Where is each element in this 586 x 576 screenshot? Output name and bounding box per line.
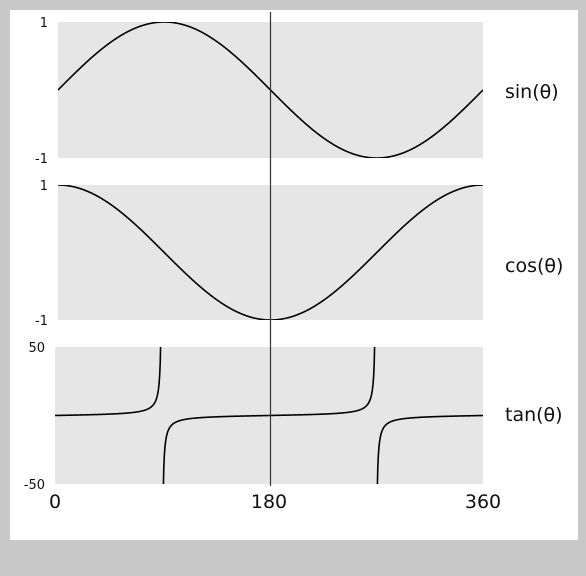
series-label-tan: tan(θ) (505, 404, 563, 426)
panel-tan: 50 -50 tan(θ) (24, 341, 563, 493)
y-tick-label-sin-0: 1 (40, 16, 48, 31)
series-line-cos-segment-0 (58, 185, 483, 320)
panel-sin: 1 -1 sin(θ) (35, 16, 559, 167)
y-tick-label-tan-1: -50 (24, 478, 45, 493)
x-tick-label-1: 180 (251, 491, 287, 513)
y-tick-label-cos-1: -1 (35, 314, 48, 329)
series-label-sin: sin(θ) (505, 81, 559, 103)
series-line-tan-segment-2 (376, 414, 483, 484)
y-tick-label-tan-0: 50 (28, 341, 45, 356)
series-line-tan-segment-0 (55, 347, 162, 417)
panels: 1 -1 sin(θ) 1 -1 cos(θ) 50 -50 tan(θ) (24, 16, 564, 493)
series-line-tan-segment-1 (162, 347, 376, 484)
x-tick-label-2: 360 (465, 491, 501, 513)
y-tick-label-cos-0: 1 (40, 179, 48, 194)
series-label-cos: cos(θ) (505, 255, 563, 277)
y-tick-label-sin-1: -1 (35, 152, 48, 167)
x-tick-label-0: 0 (49, 491, 61, 513)
x-axis: 0 180 360 (49, 491, 501, 513)
